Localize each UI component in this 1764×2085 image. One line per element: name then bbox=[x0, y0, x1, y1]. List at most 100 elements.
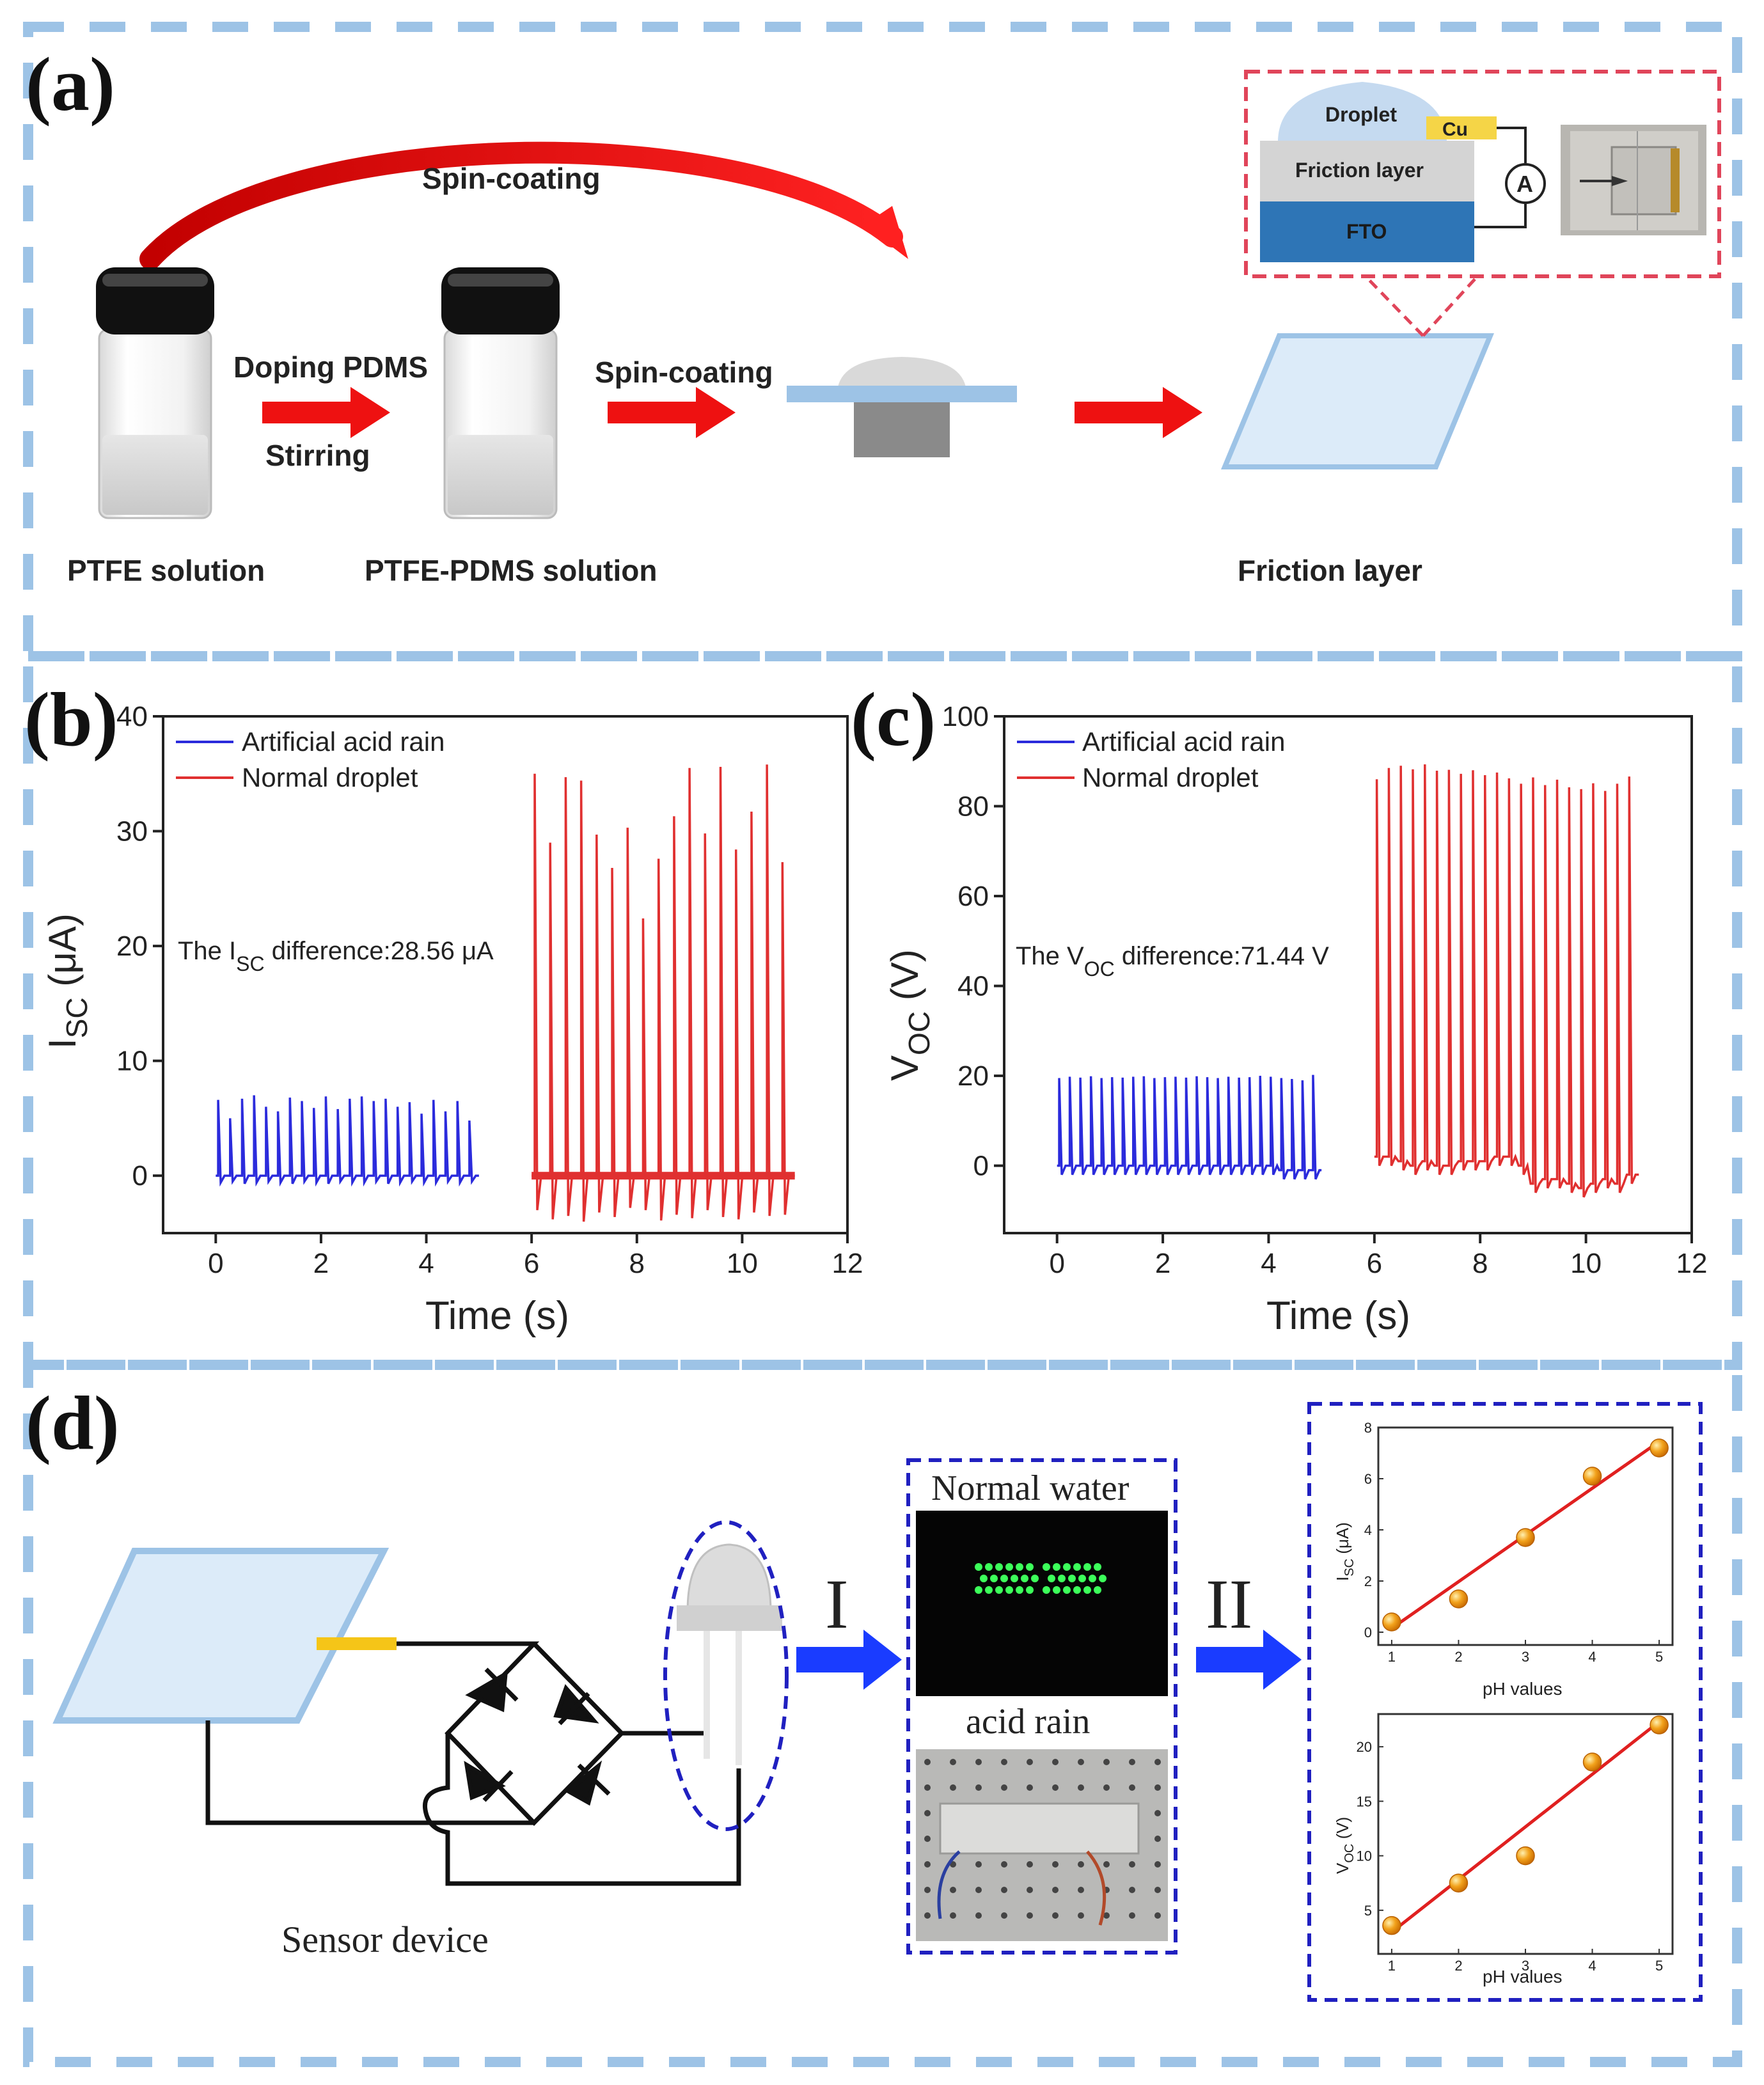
peg-hole bbox=[1154, 1784, 1161, 1791]
sensor-device-caption: Sensor device bbox=[281, 1919, 489, 1960]
led-dot bbox=[1094, 1563, 1101, 1571]
led-dot bbox=[1005, 1563, 1013, 1571]
y-tick-label: 0 bbox=[132, 1160, 148, 1192]
peg-hole bbox=[924, 1759, 931, 1765]
data-point bbox=[1650, 1438, 1669, 1458]
peg-hole bbox=[1154, 1759, 1161, 1765]
led-dot bbox=[1043, 1586, 1050, 1594]
peg-hole bbox=[1078, 1861, 1084, 1868]
peg-hole bbox=[924, 1861, 931, 1868]
peg-hole bbox=[950, 1784, 956, 1791]
peg-hole bbox=[1001, 1912, 1007, 1919]
data-point bbox=[1516, 1528, 1535, 1547]
normal-water-label: Normal water bbox=[931, 1468, 1130, 1508]
friction-layer-caption: Friction layer bbox=[1238, 554, 1422, 587]
led-dots-green bbox=[975, 1563, 1106, 1594]
x-tick-label: 4 bbox=[1261, 1248, 1276, 1279]
peg-hole bbox=[1154, 1912, 1161, 1919]
isc-ph-ylabel: ISC (μA) bbox=[1333, 1522, 1357, 1581]
led-dot bbox=[980, 1575, 988, 1582]
led-dot bbox=[1058, 1575, 1066, 1582]
peg-hole bbox=[1001, 1887, 1007, 1893]
peg-hole bbox=[1027, 1784, 1033, 1791]
led-dot bbox=[1089, 1575, 1096, 1582]
doping-pdms-label: Doping PDMS bbox=[233, 350, 428, 384]
panel-a: (a) Spin-coating Doping PDMS Stirring Sp… bbox=[26, 42, 1721, 587]
voc-xlabel: Time (s) bbox=[1266, 1294, 1410, 1338]
trace-acid-rain bbox=[216, 1095, 479, 1187]
panel-borders bbox=[23, 22, 1742, 2067]
peg-hole bbox=[975, 1861, 982, 1868]
led-dot bbox=[985, 1563, 993, 1571]
peg-hole bbox=[975, 1759, 982, 1765]
trace-normal-droplet bbox=[532, 764, 795, 1222]
x-tick-label: 4 bbox=[1588, 1958, 1596, 1974]
inset-cu-label: Cu bbox=[1442, 119, 1468, 140]
led-dot bbox=[1094, 1586, 1101, 1594]
friction-layer-plate bbox=[1221, 333, 1494, 469]
voc-legend: Artificial acid rain Normal droplet bbox=[1017, 727, 1285, 792]
led-dot bbox=[1031, 1575, 1039, 1582]
led-dot bbox=[1043, 1563, 1050, 1571]
y-tick-label: 15 bbox=[1357, 1793, 1372, 1809]
y-tick-label: 100 bbox=[942, 701, 989, 732]
panel-d: (d) Sensor bbox=[26, 1380, 1703, 2002]
x-tick-label: 8 bbox=[1472, 1248, 1488, 1279]
ptfe-pdms-solution-caption: PTFE-PDMS solution bbox=[365, 554, 657, 587]
peg-hole bbox=[1154, 1887, 1161, 1893]
peg-hole bbox=[1103, 1861, 1110, 1868]
peg-hole bbox=[1052, 1861, 1059, 1868]
isc-xlabel: Time (s) bbox=[425, 1294, 569, 1338]
y-tick-label: 4 bbox=[1364, 1522, 1372, 1538]
data-point bbox=[1382, 1612, 1401, 1632]
x-tick-label: 5 bbox=[1655, 1649, 1663, 1665]
panel-d-label: (d) bbox=[26, 1380, 120, 1465]
ptfe-solution-caption: PTFE solution bbox=[67, 554, 265, 587]
peg-hole bbox=[1052, 1887, 1059, 1893]
led-dot bbox=[1063, 1586, 1071, 1594]
peg-hole bbox=[950, 1887, 956, 1893]
led-dot bbox=[985, 1586, 993, 1594]
ptfe-pdms-vial bbox=[441, 267, 560, 519]
peg-hole bbox=[1129, 1887, 1135, 1893]
led-dot bbox=[1078, 1575, 1086, 1582]
led-dot bbox=[1016, 1563, 1023, 1571]
peg-hole bbox=[975, 1912, 982, 1919]
x-tick-label: 5 bbox=[1655, 1958, 1663, 1974]
peg-hole bbox=[1103, 1759, 1110, 1765]
voc-legend-red: Normal droplet bbox=[1082, 762, 1259, 792]
voc-ph-ylabel: VOC (V) bbox=[1333, 1817, 1357, 1874]
x-tick-label: 0 bbox=[208, 1248, 223, 1279]
peg-hole bbox=[975, 1887, 982, 1893]
x-tick-label: 1 bbox=[1388, 1649, 1396, 1665]
cu-electrode bbox=[317, 1637, 397, 1650]
led-dot bbox=[1068, 1575, 1076, 1582]
peg-hole bbox=[1001, 1784, 1007, 1791]
led-dot bbox=[1073, 1563, 1081, 1571]
led-dot bbox=[1026, 1586, 1034, 1594]
voc-annotation: The VOC difference:71.44 V bbox=[1016, 942, 1329, 980]
device-schematic: Droplet Friction layer FTO Cu A bbox=[1260, 82, 1546, 262]
panel-c-label: (c) bbox=[851, 677, 936, 762]
ph-fit-box bbox=[1307, 1402, 1703, 2002]
peg-hole bbox=[950, 1759, 956, 1765]
data-point bbox=[1516, 1846, 1535, 1866]
device-photo bbox=[1561, 125, 1706, 235]
led-dot bbox=[1083, 1563, 1091, 1571]
sensor-plate bbox=[52, 1548, 390, 1724]
y-tick-label: 8 bbox=[1364, 1420, 1372, 1436]
spin-coating-arrow bbox=[608, 387, 736, 438]
zoom-line-left bbox=[1364, 275, 1424, 337]
panel-c: (c) 0 2 4 6 8 10 12 0 20 40 60 80 100 Artificial aci… bbox=[851, 677, 1707, 1338]
voc-plot-frame bbox=[1003, 715, 1693, 1234]
data-point bbox=[1449, 1873, 1469, 1892]
y-tick-label: 30 bbox=[116, 816, 148, 847]
peg-hole bbox=[1027, 1759, 1033, 1765]
peg-hole bbox=[1001, 1759, 1007, 1765]
data-point bbox=[1582, 1467, 1602, 1486]
isc-ylabel: ISC (μA) bbox=[41, 913, 93, 1049]
diodes bbox=[464, 1667, 611, 1806]
led-dot bbox=[1053, 1563, 1060, 1571]
arrow-2-label: II bbox=[1206, 1565, 1252, 1643]
inset-friction-layer-label: Friction layer bbox=[1295, 159, 1424, 182]
